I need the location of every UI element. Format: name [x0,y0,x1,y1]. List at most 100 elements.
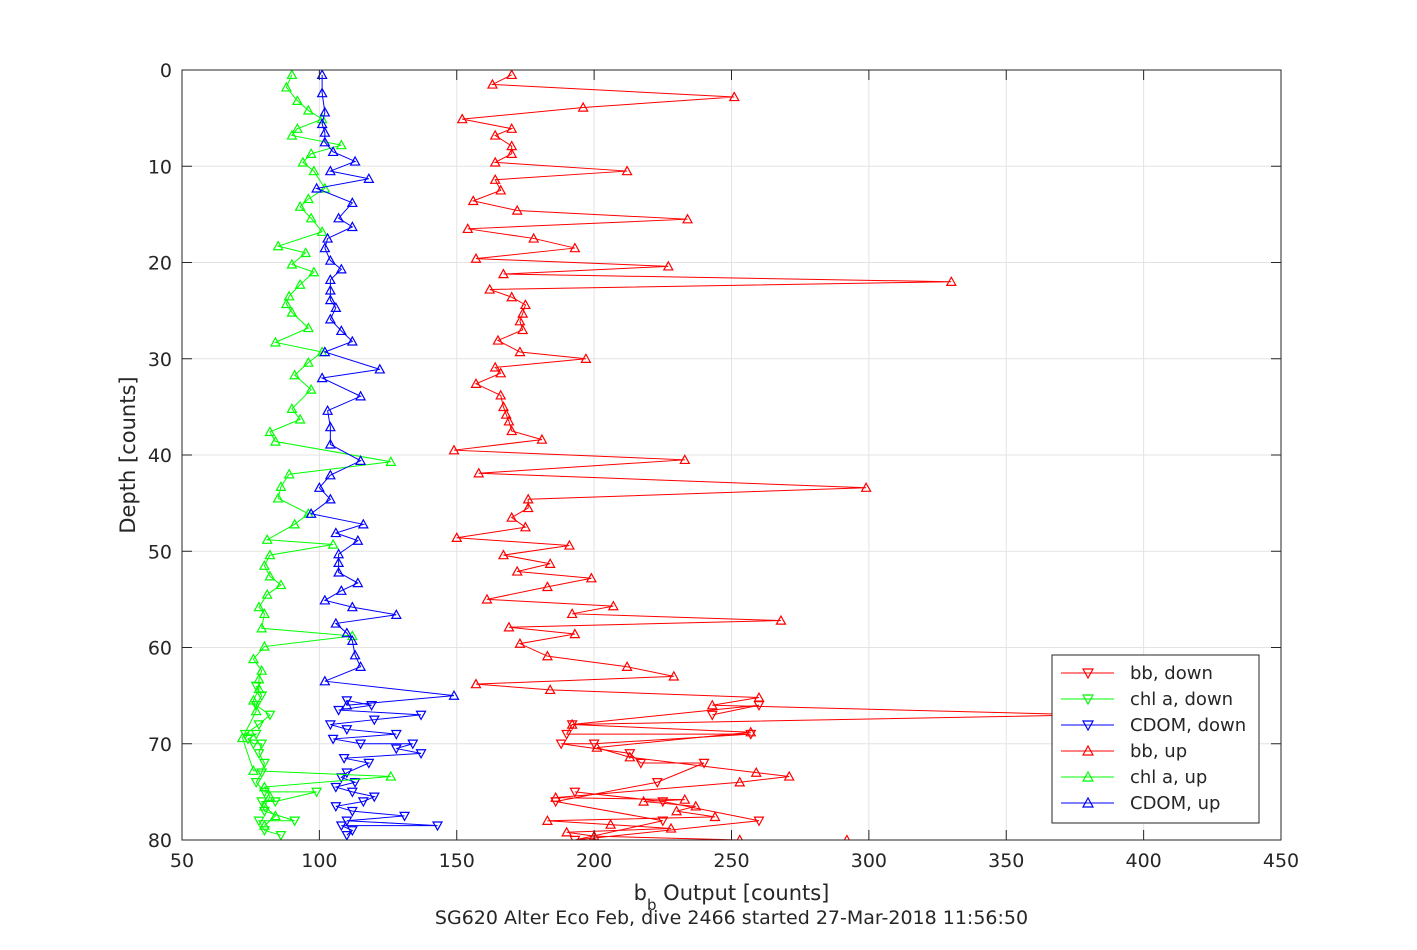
ticks: 50 100 150 200 250 300 350 400 450 0 10 20 30 40 50 60 7… [148,60,1299,872]
data-point [302,322,314,333]
data-point [473,467,485,478]
data-point [297,156,309,167]
data-point [497,549,509,560]
data-point [324,438,336,449]
data-point [541,581,553,592]
data-point [275,579,287,590]
data-point [775,614,787,625]
data-point [341,768,353,779]
legend-box [1051,654,1260,824]
legend-entry: chl a, down [1061,689,1233,710]
data-point [346,826,358,837]
data-point [283,468,295,479]
data-point [489,156,501,167]
data-point [247,653,259,664]
x-axis-label: bb Output [counts] [634,881,830,914]
data-point [709,811,721,822]
data-point [349,155,361,166]
data-point [506,291,518,302]
data-point [335,773,347,784]
data-point [258,787,270,798]
data-point [324,165,336,176]
data-point [489,129,501,140]
x-tick-label: 150 [439,850,475,872]
data-point [330,782,342,793]
data-point [470,252,482,263]
data-point [467,195,479,206]
series-bb-up [448,70,1095,840]
data-point [662,260,674,271]
data-point [313,481,325,492]
data-point [346,197,358,208]
data-point [945,276,957,286]
data-point [346,601,358,612]
data-point [286,403,298,413]
data-point [492,334,504,345]
data-point [319,346,331,357]
data-point [750,766,762,777]
data-point [322,404,334,415]
data-point [316,87,328,98]
data-point [346,221,358,232]
data-point [264,549,276,560]
data-point [341,699,353,710]
data-point [256,768,268,779]
data-point [569,628,581,639]
data-point [305,507,317,518]
data-point [253,816,265,827]
legend-entry: CDOM, up [1061,793,1220,814]
data-point [319,675,331,686]
data-point [407,739,419,750]
x-tick-label: 250 [713,850,749,872]
x-axis-label-subscript: b [647,896,657,914]
data-point [324,313,336,324]
data-point [305,383,317,394]
data-point [305,148,317,158]
data-point [253,601,265,612]
data-point [341,627,353,638]
x-tick-label: 300 [851,850,887,872]
data-point [346,635,358,645]
data-point [311,787,323,798]
y-tick-label: 80 [148,830,172,852]
series-cdom-down [324,696,444,840]
data-point [363,173,375,183]
data-point [555,739,567,750]
data-point [247,694,259,705]
data-point [335,584,347,595]
data-point [311,182,323,193]
data-point [258,826,270,837]
data-point [495,184,507,195]
data-point [341,696,353,707]
legend-marker [1081,796,1095,808]
data-point [264,570,276,581]
data-point [327,538,339,549]
data-point [258,800,270,811]
data-point [294,413,306,424]
legend-marker [1081,744,1095,756]
data-point [269,336,281,347]
series-cdom-up [305,70,460,710]
data-point [250,778,262,788]
data-point [624,751,636,762]
data-point [308,266,320,277]
legend-label: bb, down [1130,663,1213,684]
data-point [519,521,531,532]
data-point [352,534,364,545]
data-point [698,758,710,769]
data-point [448,689,460,700]
y-tick-label: 10 [148,156,172,178]
legend-label: CDOM, down [1130,715,1246,736]
data-point [585,572,597,583]
data-point [258,781,270,792]
data-point [514,346,526,357]
data-point [706,710,718,721]
data-point [566,608,578,619]
data-point [517,307,529,318]
data-point [506,511,518,522]
data-point [506,425,518,436]
data-point [657,797,669,808]
data-point [566,718,578,729]
data-point [448,444,460,455]
